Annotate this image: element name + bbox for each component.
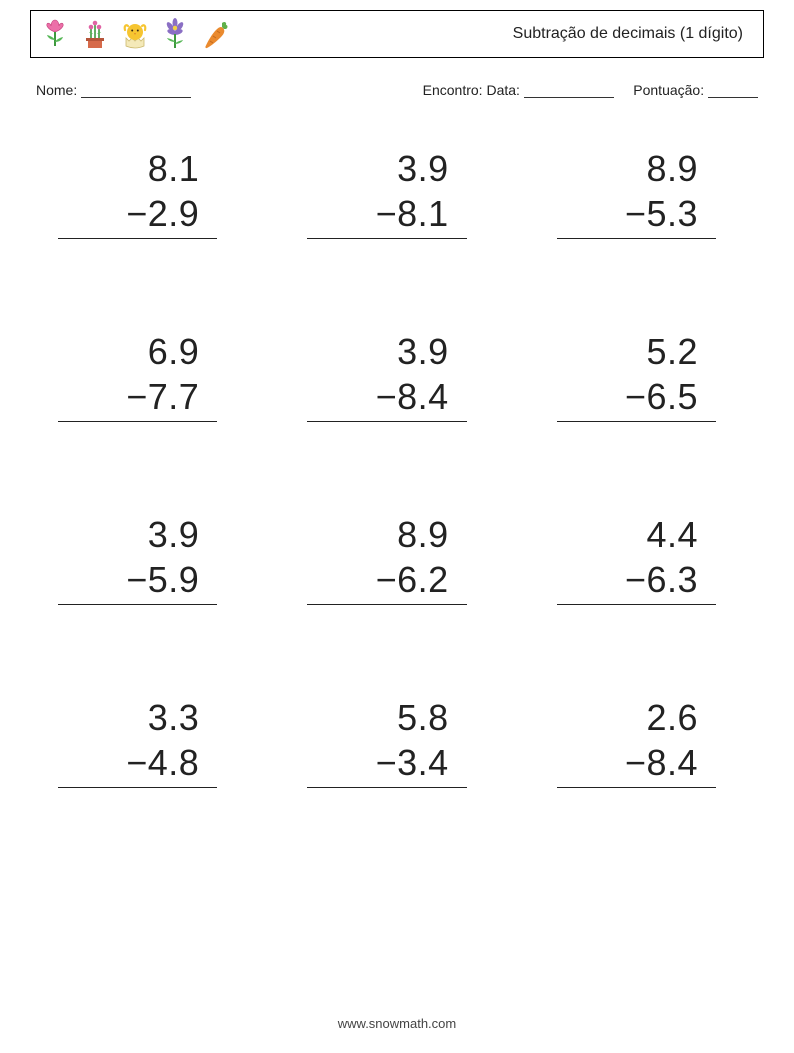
- header-icons: [39, 16, 231, 52]
- footer: www.snowmath.com: [0, 1016, 794, 1031]
- problem: 3.3−4.8: [58, 695, 237, 788]
- name-field: Nome:: [36, 82, 191, 98]
- date-blank[interactable]: [524, 84, 614, 98]
- header-box: Subtração de decimais (1 dígito): [30, 10, 764, 58]
- subtrahend: 2.9: [148, 191, 200, 236]
- minuend: 6.9: [58, 329, 237, 374]
- problem: 5.8−3.4: [307, 695, 486, 788]
- subtrahend-row: −4.8: [58, 740, 217, 788]
- subtrahend-row: −3.4: [307, 740, 466, 788]
- minuend: 2.6: [557, 695, 736, 740]
- subtrahend-row: −5.9: [58, 557, 217, 605]
- subtrahend: 8.4: [397, 374, 449, 419]
- score-label: Pontuação:: [633, 82, 704, 98]
- operator: −: [625, 740, 647, 785]
- subtrahend-row: −6.2: [307, 557, 466, 605]
- date-label: Encontro: Data:: [423, 82, 520, 98]
- problem: 5.2−6.5: [557, 329, 736, 422]
- subtrahend: 3.4: [397, 740, 449, 785]
- problem: 3.9−8.4: [307, 329, 486, 422]
- subtrahend: 7.7: [148, 374, 200, 419]
- chick-egg-icon: [119, 16, 151, 52]
- minuend: 4.4: [557, 512, 736, 557]
- minuend: 3.9: [307, 146, 486, 191]
- subtrahend-row: −8.4: [557, 740, 716, 788]
- info-row: Nome: Encontro: Data: Pontuação:: [36, 82, 758, 98]
- violet-icon: [159, 16, 191, 52]
- operator: −: [625, 191, 647, 236]
- worksheet-title: Subtração de decimais (1 dígito): [513, 25, 743, 43]
- subtrahend: 5.9: [148, 557, 200, 602]
- date-score-group: Encontro: Data: Pontuação:: [423, 82, 758, 98]
- minuend: 8.9: [307, 512, 486, 557]
- name-label: Nome:: [36, 82, 77, 98]
- minuend: 5.8: [307, 695, 486, 740]
- subtrahend: 5.3: [646, 191, 698, 236]
- subtrahend-row: −7.7: [58, 374, 217, 422]
- minuend: 3.3: [58, 695, 237, 740]
- problem: 6.9−7.7: [58, 329, 237, 422]
- operator: −: [126, 374, 148, 419]
- name-blank[interactable]: [81, 84, 191, 98]
- worksheet-page: Subtração de decimais (1 dígito) Nome: E…: [0, 0, 794, 788]
- problem: 8.9−5.3: [557, 146, 736, 239]
- subtrahend: 8.1: [397, 191, 449, 236]
- tulip-icon: [39, 16, 71, 52]
- minuend: 3.9: [58, 512, 237, 557]
- operator: −: [126, 557, 148, 602]
- operator: −: [625, 557, 647, 602]
- subtrahend-row: −8.1: [307, 191, 466, 239]
- subtrahend: 6.5: [646, 374, 698, 419]
- minuend: 8.9: [557, 146, 736, 191]
- subtrahend: 8.4: [646, 740, 698, 785]
- problem: 3.9−5.9: [58, 512, 237, 605]
- subtrahend-row: −6.5: [557, 374, 716, 422]
- problem: 8.1−2.9: [58, 146, 237, 239]
- score-blank[interactable]: [708, 84, 758, 98]
- problem: 4.4−6.3: [557, 512, 736, 605]
- minuend: 5.2: [557, 329, 736, 374]
- problem: 8.9−6.2: [307, 512, 486, 605]
- operator: −: [126, 740, 148, 785]
- minuend: 8.1: [58, 146, 237, 191]
- problem: 2.6−8.4: [557, 695, 736, 788]
- subtrahend-row: −8.4: [307, 374, 466, 422]
- operator: −: [376, 191, 398, 236]
- subtrahend-row: −2.9: [58, 191, 217, 239]
- minuend: 3.9: [307, 329, 486, 374]
- flower-pot-icon: [79, 16, 111, 52]
- operator: −: [376, 740, 398, 785]
- operator: −: [625, 374, 647, 419]
- operator: −: [376, 374, 398, 419]
- subtrahend-row: −6.3: [557, 557, 716, 605]
- subtrahend: 6.3: [646, 557, 698, 602]
- problems-grid: 8.1−2.93.9−8.18.9−5.36.9−7.73.9−8.45.2−6…: [30, 146, 764, 788]
- operator: −: [126, 191, 148, 236]
- subtrahend: 4.8: [148, 740, 200, 785]
- subtrahend-row: −5.3: [557, 191, 716, 239]
- footer-text: www.snowmath.com: [338, 1016, 456, 1031]
- operator: −: [376, 557, 398, 602]
- subtrahend: 6.2: [397, 557, 449, 602]
- carrot-icon: [199, 16, 231, 52]
- problem: 3.9−8.1: [307, 146, 486, 239]
